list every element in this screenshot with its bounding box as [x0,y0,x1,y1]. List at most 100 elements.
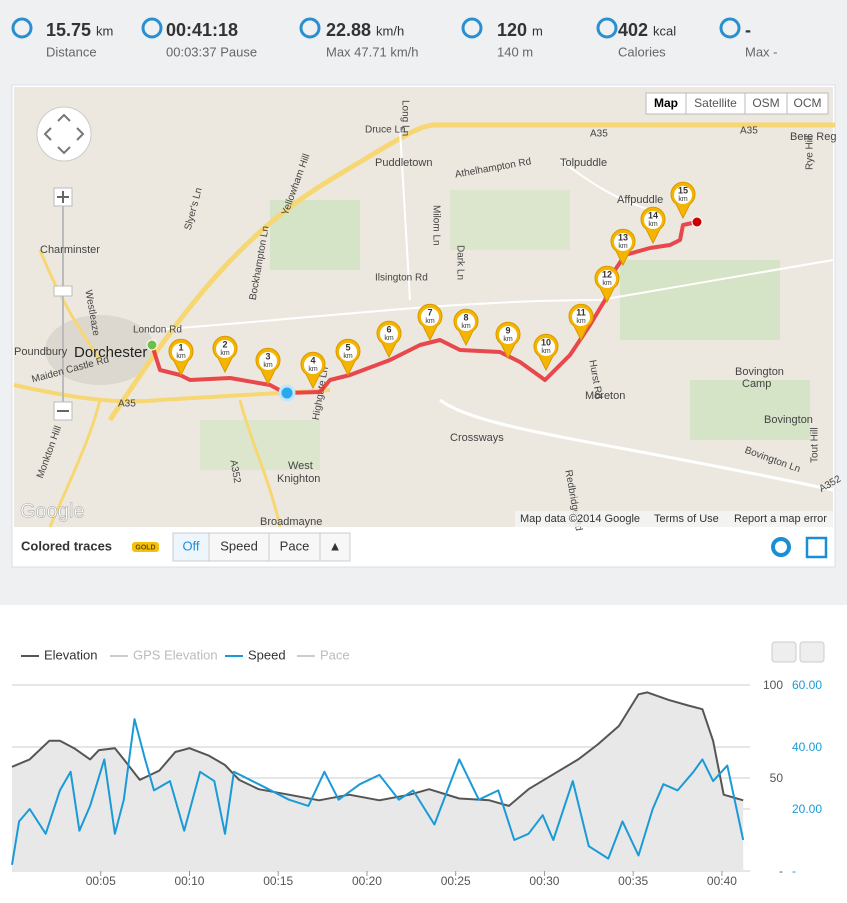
km-pin-face [644,211,662,229]
km-unit: km [602,280,612,287]
map-label: Dorchester [74,344,147,361]
km-unit: km [541,348,551,355]
map-label: Camp [742,378,771,390]
map-label: Rye Hill [805,136,816,170]
km-unit: km [503,336,513,343]
forest [450,190,570,250]
trace-option[interactable] [268,532,321,562]
legend-label[interactable]: GPS Elevation [133,647,218,662]
trace-option[interactable] [319,532,351,562]
km-number: 15 [678,185,688,195]
fullscreen-icon[interactable] [805,536,828,559]
km-pin-face [499,326,517,344]
y-tick-label: 100 [763,678,783,692]
km-number: 12 [602,269,612,279]
settings-icon[interactable] [771,537,791,557]
stat-unit: kcal [653,23,676,38]
stat-unit: m [532,23,543,38]
km-pin-face [339,343,357,361]
km-pin-face [304,356,322,374]
x-tick-label: 00:05 [86,874,116,888]
legend-label[interactable]: Speed [248,647,286,662]
km-unit: km [263,362,273,369]
km-unit: km [461,323,471,330]
map-type-label: OCM [794,96,822,110]
map-label: West [288,460,313,472]
map-label: Poundbury [14,346,68,358]
km-unit: km [618,243,628,250]
stat-value: - [745,20,751,40]
map-type-label: Map [654,96,678,110]
stat-icon [461,17,483,39]
series-line [11,691,744,807]
map-label: Puddletown [375,157,433,169]
road [238,399,282,528]
km-number: 2 [222,339,227,349]
end-point [691,216,703,228]
stat-value: 120 [497,20,527,40]
map-type-label: OSM [752,96,779,110]
forest [620,260,780,340]
km-number: 3 [265,351,270,361]
km-number: 5 [345,342,350,352]
km-pin-face [259,352,277,370]
km-pin-face [572,308,590,326]
map-label: Druce Ln [365,125,406,136]
km-unit: km [648,221,658,228]
road [107,122,835,422]
km-unit: km [308,366,318,373]
zoom-control[interactable] [53,187,73,421]
zoom-track [62,206,64,402]
km-unit: km [343,353,353,360]
y2-tick-label: 40.00 [792,740,822,754]
zoom-handle[interactable] [53,285,73,297]
stat-unit: km [96,23,113,38]
km-number: 6 [386,324,391,334]
map-attribution: Map data ©2014 Google [520,513,640,525]
road [439,398,834,492]
map-label: A35 [118,399,136,410]
print-button[interactable] [771,641,797,663]
map-label: Affpuddle [617,194,663,206]
stat-value: 00:41:18 [166,20,238,40]
y2-tick-label: 20.00 [792,802,822,816]
download-button[interactable] [799,641,825,663]
terms-link[interactable]: Terms of Use [654,513,719,525]
trace-option-label: Speed [220,538,258,553]
km-number: 1 [178,342,183,352]
map-label: Dark Ln [454,245,465,280]
start-point [146,339,158,351]
traces-label: Colored traces [21,538,112,553]
stat-caption: Distance [46,44,97,59]
map-label: Tolpuddle [560,157,607,169]
trace-option[interactable] [208,532,270,562]
legend-label[interactable]: Elevation [44,647,97,662]
km-pin-face [421,308,439,326]
trace-option[interactable] [172,532,210,562]
map-type-button[interactable] [786,92,829,115]
km-pin-face [598,270,616,288]
pan-arrows [43,113,85,155]
road [48,399,102,528]
map-label: London Rd [133,325,182,336]
x-tick-label: 00:35 [618,874,648,888]
legend-label[interactable]: Pace [320,647,350,662]
km-unit: km [384,335,394,342]
map-label: Milom Ln [430,205,441,246]
pan-control[interactable] [36,106,92,162]
km-pin-face [380,325,398,343]
stat-value: 402 [618,20,648,40]
y-tick-label: - [779,864,783,878]
y-tick-label: 50 [770,771,784,785]
road [559,159,651,211]
map-label: Long Ln [399,100,410,136]
road [399,129,411,301]
gold-badge [132,542,159,552]
series-line [11,718,745,865]
map-label: Moreton [585,390,625,402]
stat-icon [141,17,163,39]
report-link[interactable]: Report a map error [734,513,827,525]
pan-button[interactable] [36,106,92,162]
y2-tick-label: - [792,864,796,878]
